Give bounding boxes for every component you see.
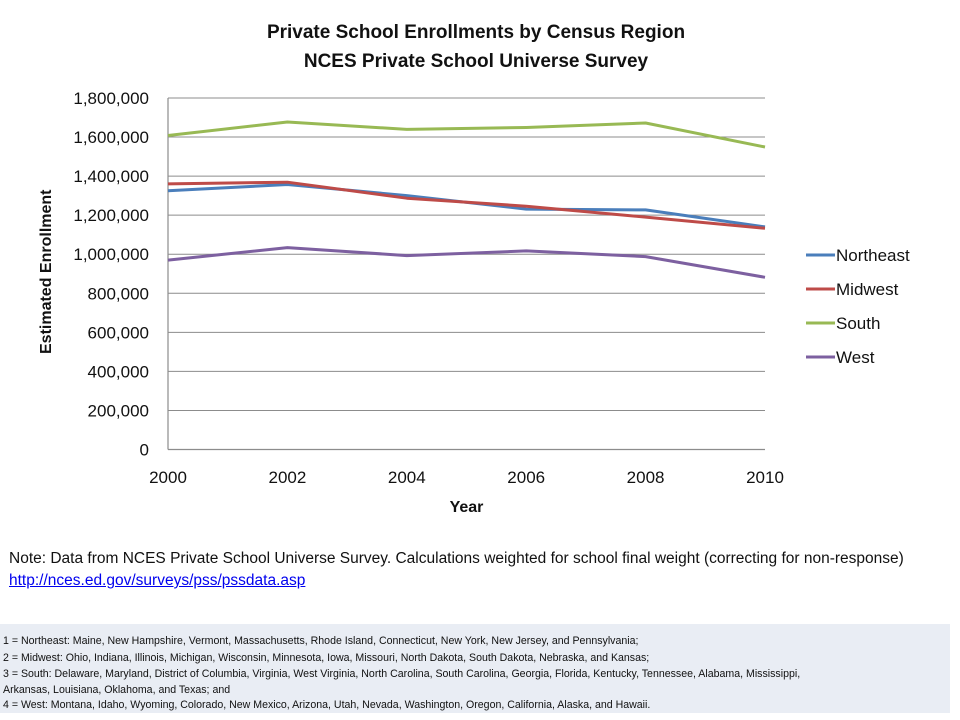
footnote-northeast: 1 = Northeast: Maine, New Hampshire, Ver… [3, 635, 639, 647]
y-axis-tick-labels: 0 200,000 400,000 600,000 800,000 1,000,000 1,… [73, 89, 149, 460]
y-tick-label: 800,000 [88, 284, 149, 303]
x-tick-label: 2008 [627, 468, 665, 487]
y-tick-label: 1,800,000 [73, 89, 149, 108]
chart-title: Private School Enrollments by Census Reg… [266, 22, 686, 43]
y-tick-label: 0 [140, 441, 149, 460]
y-tick-label: 400,000 [88, 362, 149, 381]
footnote-south: 3 = South: Delaware, Maryland, District … [3, 668, 801, 680]
footnote-south-continued: Arkansas, Louisiana, Oklahoma, and Texas… [3, 684, 231, 696]
series-line-midwest [167, 180, 766, 230]
legend-item-northeast: Northeast [806, 246, 910, 265]
legend-item-midwest: Midwest [806, 280, 899, 299]
legend: Northeast Midwest South West [806, 246, 910, 367]
gridlines [168, 97, 765, 411]
legend-label: South [836, 314, 880, 333]
x-tick-label: 2000 [149, 468, 187, 487]
note-text: Note: Data from NCES Private School Univ… [9, 550, 904, 567]
y-tick-label: 1,000,000 [73, 245, 149, 264]
legend-item-south: South [806, 314, 880, 333]
y-axis-title: Estimated Enrollment [38, 189, 55, 354]
footnote-west: 4 = West: Montana, Idaho, Wyoming, Color… [3, 699, 651, 711]
y-tick-label: 600,000 [88, 323, 149, 342]
data-source-note: Note: Data from NCES Private School Univ… [9, 548, 949, 592]
chart-subtitle: NCES Private School Universe Survey [303, 51, 649, 72]
line-chart: 0 200,000 400,000 600,000 800,000 1,000,000 1,… [38, 89, 910, 516]
legend-label: West [836, 348, 875, 367]
legend-label: Northeast [836, 246, 910, 265]
footnote-midwest: 2 = Midwest: Ohio, Indiana, Illinois, Mi… [3, 652, 650, 664]
y-tick-label: 1,400,000 [73, 167, 149, 186]
x-tick-label: 2010 [746, 468, 784, 487]
y-tick-label: 1,200,000 [73, 206, 149, 225]
x-tick-label: 2006 [507, 468, 545, 487]
x-tick-label: 2002 [268, 468, 306, 487]
x-axis-tick-labels: 2000 2002 2004 2006 2008 2010 [149, 468, 784, 487]
y-tick-label: 200,000 [88, 401, 149, 420]
series-line-south [167, 120, 766, 149]
x-axis-title: Year [450, 499, 484, 516]
x-tick-label: 2004 [388, 468, 426, 487]
y-tick-label: 1,600,000 [73, 128, 149, 147]
axes [167, 98, 765, 451]
source-link[interactable]: http://nces.ed.gov/surveys/pss/pssdata.a… [9, 572, 306, 589]
legend-label: Midwest [836, 280, 899, 299]
series-line-west [167, 246, 766, 279]
legend-item-west: West [806, 348, 875, 367]
series-lines [167, 120, 766, 279]
region-definitions-box: 1 = Northeast: Maine, New Hampshire, Ver… [0, 624, 950, 713]
